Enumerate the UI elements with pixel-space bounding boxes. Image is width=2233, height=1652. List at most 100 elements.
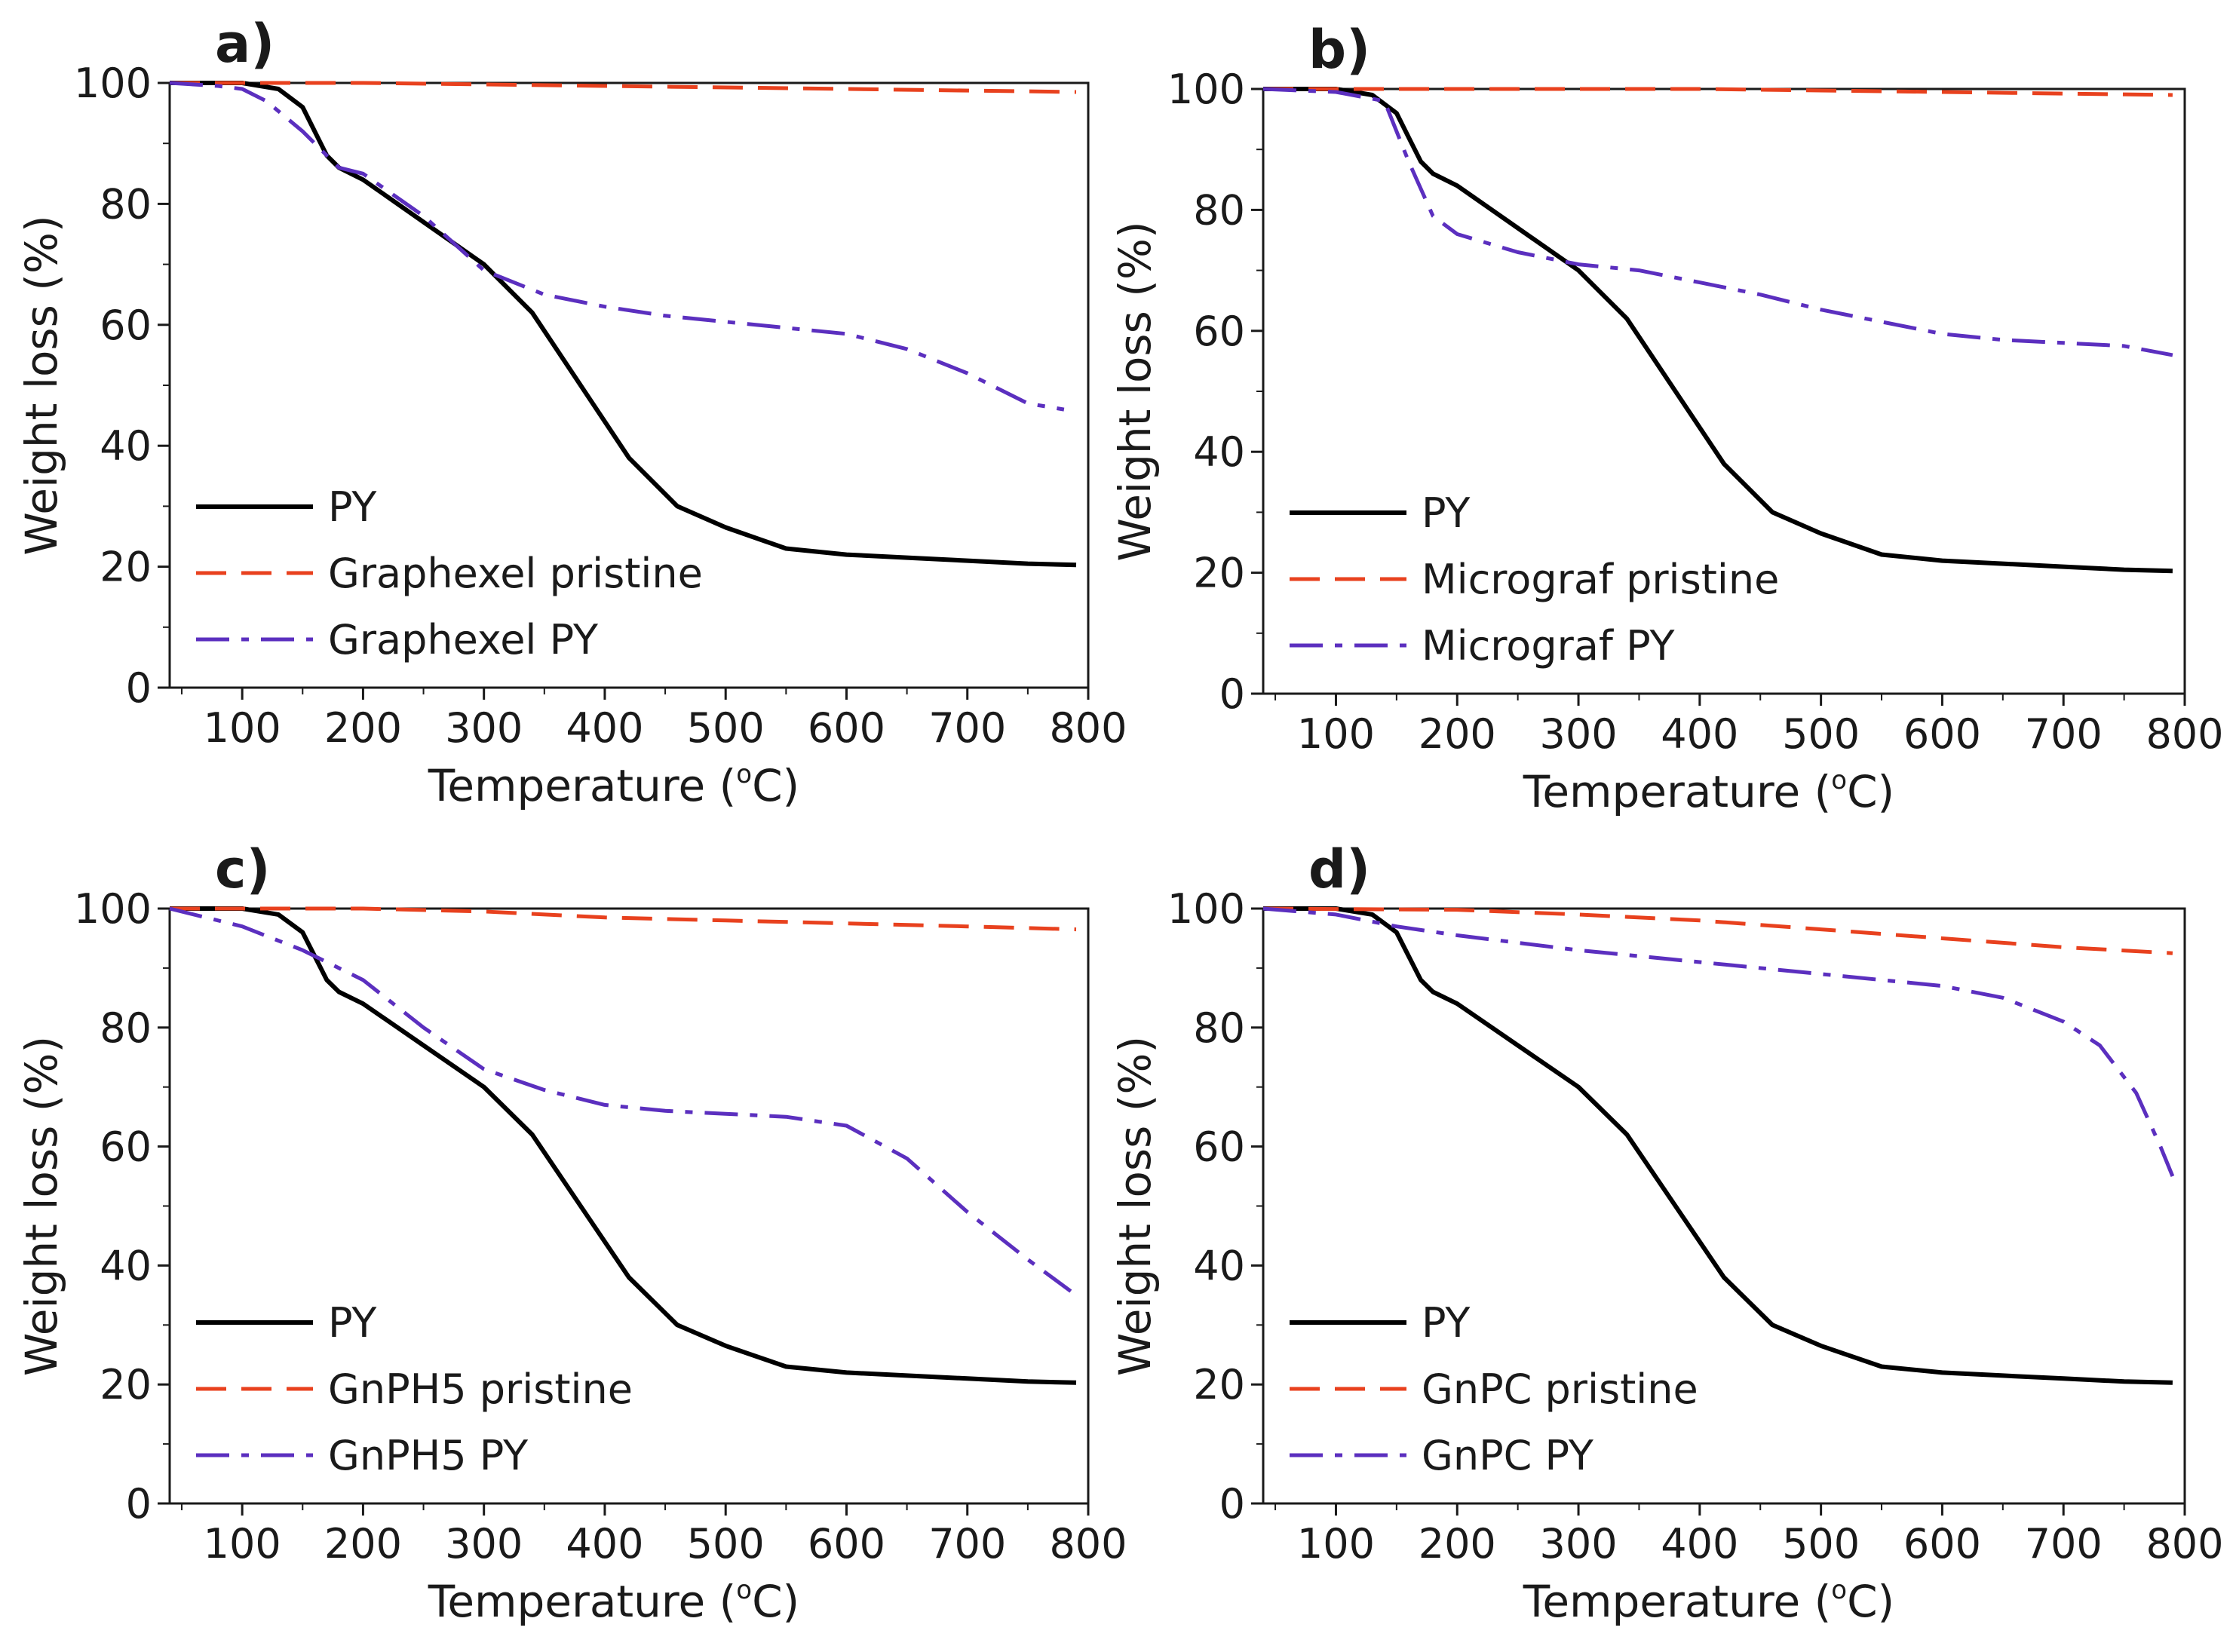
x-axis-title-suffix: C) bbox=[1847, 766, 1894, 817]
x-axis-title-prefix: Temperature ( bbox=[1523, 1576, 1831, 1627]
y-tick-label: 60 bbox=[1193, 308, 1245, 355]
chart-panel-3: 100 200 300 400 500 600 700 800 0 20 40 60 80 100 Weig… bbox=[16, 838, 1127, 1627]
y-axis-title: Weight loss (%) bbox=[16, 1036, 67, 1376]
y-tick-label: 100 bbox=[1167, 885, 1245, 933]
chart-panel-1: 100 200 300 400 500 600 700 800 0 20 40 60 80 100 Weig… bbox=[16, 13, 1127, 811]
chart-panel-4: 100 200 300 400 500 600 700 800 0 20 40 60 80 100 Weig… bbox=[1109, 838, 2224, 1627]
x-tick-label: 400 bbox=[1661, 710, 1738, 758]
legend-label: Graphexel pristine bbox=[328, 550, 703, 597]
x-tick-label: 100 bbox=[1297, 710, 1375, 758]
y-tick-label: 0 bbox=[126, 664, 152, 712]
series-line-graphexel-pristine bbox=[170, 81, 1077, 94]
series-line-py bbox=[170, 906, 1077, 1385]
x-axis-title-prefix: Temperature ( bbox=[428, 760, 736, 811]
chart-panel-2: 100 200 300 400 500 600 700 800 0 20 40 60 80 100 Weig… bbox=[1109, 19, 2224, 817]
x-tick-label: 200 bbox=[324, 1520, 402, 1568]
y-tick-label: 100 bbox=[74, 885, 152, 933]
x-tick-label: 700 bbox=[928, 704, 1006, 752]
series-line-micrograf-pristine bbox=[1263, 87, 2173, 97]
panel-label: b) bbox=[1308, 19, 1370, 81]
panel-label: c) bbox=[215, 838, 271, 900]
x-tick-label: 600 bbox=[808, 1520, 885, 1568]
y-tick-label: 80 bbox=[1193, 1004, 1245, 1052]
x-axis-title-prefix: Temperature ( bbox=[428, 1576, 736, 1627]
legend-label: PY bbox=[1422, 489, 1471, 537]
x-tick-label: 300 bbox=[1540, 710, 1618, 758]
x-tick-label: 100 bbox=[204, 1520, 281, 1568]
x-tick-label: 200 bbox=[324, 704, 402, 752]
y-axis-title: Weight loss (%) bbox=[1109, 1036, 1161, 1376]
x-tick-label: 500 bbox=[687, 704, 765, 752]
legend-label: GnPC PY bbox=[1422, 1432, 1594, 1479]
y-tick-label: 40 bbox=[100, 422, 152, 470]
y-tick-label: 80 bbox=[100, 1004, 152, 1052]
x-tick-label: 500 bbox=[687, 1520, 765, 1568]
y-tick-label: 80 bbox=[100, 180, 152, 228]
series-line-py bbox=[1263, 87, 2173, 574]
x-tick-label: 400 bbox=[566, 1520, 643, 1568]
legend-label: GnPH5 PY bbox=[328, 1432, 529, 1479]
degree-symbol: o bbox=[736, 759, 752, 789]
legend-label: PY bbox=[328, 483, 377, 531]
series-line-py bbox=[1263, 906, 2173, 1385]
x-tick-label: 600 bbox=[1903, 1520, 1981, 1568]
y-tick-label: 60 bbox=[100, 1123, 152, 1171]
x-tick-label: 300 bbox=[445, 1520, 523, 1568]
panel-label: d) bbox=[1308, 838, 1370, 900]
y-tick-label: 0 bbox=[1219, 670, 1245, 718]
x-axis-title-suffix: C) bbox=[1847, 1576, 1894, 1627]
x-axis-title: Temperature (oC) bbox=[1523, 1575, 1894, 1627]
y-tick-label: 20 bbox=[100, 1361, 152, 1408]
legend-label: GnPH5 pristine bbox=[328, 1365, 633, 1413]
x-tick-label: 100 bbox=[204, 704, 281, 752]
x-axis-title-prefix: Temperature ( bbox=[1523, 766, 1831, 817]
x-tick-label: 700 bbox=[2025, 1520, 2103, 1568]
legend-label: PY bbox=[1422, 1299, 1471, 1347]
x-tick-label: 600 bbox=[1903, 710, 1981, 758]
x-tick-label: 500 bbox=[1782, 1520, 1860, 1568]
legend-label: PY bbox=[328, 1299, 377, 1347]
legend-label: GnPC pristine bbox=[1422, 1365, 1698, 1413]
series-line-micrograf-py bbox=[1262, 87, 2173, 357]
x-tick-label: 300 bbox=[1540, 1520, 1618, 1568]
legend-label: Graphexel PY bbox=[328, 616, 599, 664]
x-tick-label: 200 bbox=[1419, 710, 1496, 758]
y-tick-label: 0 bbox=[126, 1480, 152, 1528]
x-tick-label: 800 bbox=[2146, 1520, 2223, 1568]
x-tick-label: 100 bbox=[1297, 1520, 1375, 1568]
y-tick-label: 20 bbox=[1193, 1361, 1245, 1408]
degree-symbol: o bbox=[736, 1575, 752, 1605]
x-axis-title: Temperature (oC) bbox=[428, 759, 799, 811]
x-tick-label: 800 bbox=[2146, 710, 2223, 758]
series-line-gnpc-py bbox=[1262, 906, 2175, 1177]
x-tick-label: 700 bbox=[928, 1520, 1006, 1568]
series-line-gnph5-pristine bbox=[170, 906, 1077, 932]
plot-frame bbox=[1262, 907, 2186, 1505]
series-line-graphexel-py bbox=[169, 81, 1065, 412]
x-tick-label: 200 bbox=[1419, 1520, 1496, 1568]
y-tick-label: 0 bbox=[1219, 1480, 1245, 1528]
degree-symbol: o bbox=[1831, 1575, 1847, 1605]
y-tick-label: 100 bbox=[74, 60, 152, 107]
x-tick-label: 700 bbox=[2025, 710, 2103, 758]
legend-label: Micrograf pristine bbox=[1422, 556, 1779, 603]
series-line-gnpc-pristine bbox=[1262, 906, 2173, 955]
y-axis-title: Weight loss (%) bbox=[16, 215, 67, 555]
legend-label: Micrograf PY bbox=[1422, 622, 1675, 670]
x-axis-title-suffix: C) bbox=[752, 1576, 799, 1627]
x-tick-label: 500 bbox=[1782, 710, 1860, 758]
x-tick-label: 800 bbox=[1049, 704, 1127, 752]
series-line-gnph5-py bbox=[169, 906, 1078, 1297]
y-axis-title: Weight loss (%) bbox=[1109, 221, 1161, 561]
x-tick-label: 600 bbox=[808, 704, 885, 752]
degree-symbol: o bbox=[1831, 765, 1847, 795]
y-tick-label: 100 bbox=[1167, 66, 1245, 113]
x-axis-title-suffix: C) bbox=[752, 760, 799, 811]
series-line-py bbox=[170, 81, 1077, 568]
x-tick-label: 400 bbox=[566, 704, 643, 752]
x-axis-title: Temperature (oC) bbox=[428, 1575, 799, 1627]
x-axis-title: Temperature (oC) bbox=[1523, 765, 1894, 817]
plot-frame bbox=[168, 907, 1090, 1505]
y-tick-label: 20 bbox=[100, 544, 152, 591]
